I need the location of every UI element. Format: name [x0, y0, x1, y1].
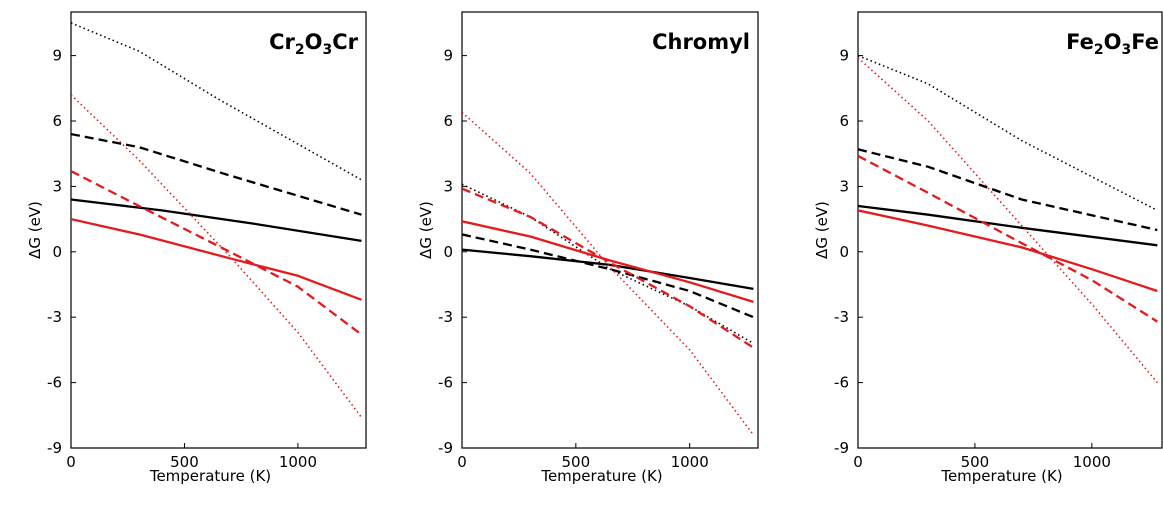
series-line-5 — [462, 187, 755, 349]
y-tick-label: 3 — [839, 177, 849, 195]
plot-frame — [461, 11, 759, 449]
y-tick-label: -9 — [438, 439, 453, 457]
y-tick-label: 0 — [443, 243, 453, 261]
y-tick-label: -3 — [834, 308, 849, 326]
plot-frame — [857, 11, 1163, 449]
x-tick-label: 500 — [961, 453, 990, 471]
series-line-1 — [71, 22, 362, 181]
y-axis-label: ΔG (eV) — [813, 201, 831, 259]
x-axis-label: Temperature (K) — [940, 467, 1062, 485]
y-tick-label: 3 — [52, 177, 62, 195]
x-tick-label: 0 — [66, 453, 76, 471]
y-tick-label: 9 — [443, 47, 453, 65]
y-tick-label: 9 — [839, 47, 849, 65]
y-tick-label: 6 — [839, 112, 849, 130]
y-tick-label: -6 — [834, 374, 849, 392]
y-tick-label: -6 — [438, 374, 453, 392]
chart-panel-3: -9 -6 -3 0 3 6 9 0 500 1000 Temperature (K) ΔG (eV)… — [813, 11, 1163, 485]
panel-title: Fe2O3Fe — [1066, 30, 1159, 58]
x-tick-label: 1000 — [1073, 453, 1111, 471]
panel-title: Chromyl — [652, 30, 750, 54]
x-tick-label: 0 — [853, 453, 863, 471]
x-tick-label: 500 — [170, 453, 199, 471]
series-line-5 — [858, 154, 1158, 323]
title-subscript: 2 — [1094, 42, 1104, 58]
y-tick-label: -3 — [47, 308, 62, 326]
series-line-4 — [858, 57, 1158, 384]
plot-frame — [70, 11, 367, 449]
series-line-3 — [858, 204, 1158, 247]
y-tick-label: -3 — [438, 308, 453, 326]
series-line-4 — [462, 111, 755, 436]
title-subscript: 3 — [322, 42, 332, 58]
title-text: Cr — [332, 30, 358, 54]
series-line-2 — [462, 233, 754, 319]
series-line-6 — [71, 217, 362, 301]
y-tick-label: -9 — [834, 439, 849, 457]
series-line-1 — [462, 183, 754, 345]
panel-title: Cr2O3Cr — [269, 30, 359, 58]
x-tick-label: 1000 — [279, 453, 317, 471]
series-line-3 — [71, 198, 362, 243]
title-subscript: 3 — [1122, 42, 1132, 58]
y-tick-label: -9 — [47, 439, 62, 457]
title-text: Chromyl — [652, 30, 750, 54]
y-tick-label: 6 — [443, 112, 453, 130]
y-tick-label: 6 — [52, 112, 62, 130]
series-line-6 — [858, 209, 1158, 293]
series-line-6 — [462, 220, 754, 303]
series-line-2 — [858, 148, 1158, 232]
y-tick-label: 0 — [52, 243, 62, 261]
series-line-5 — [71, 170, 363, 336]
series-line-2 — [71, 132, 362, 216]
title-text: O — [305, 30, 323, 54]
title-text: Cr — [269, 30, 295, 54]
title-text: Fe — [1131, 30, 1159, 54]
title-text: Fe — [1066, 30, 1094, 54]
y-tick-label: -6 — [47, 374, 62, 392]
x-tick-label: 0 — [457, 453, 467, 471]
title-text: O — [1104, 30, 1122, 54]
series-line-4 — [71, 94, 363, 418]
title-subscript: 2 — [295, 42, 305, 58]
x-tick-label: 500 — [562, 453, 591, 471]
y-tick-label: 3 — [443, 177, 453, 195]
y-tick-label: 0 — [839, 243, 849, 261]
y-tick-label: 9 — [52, 47, 62, 65]
x-tick-label: 1000 — [671, 453, 709, 471]
series-line-3 — [462, 248, 754, 291]
series-line-1 — [858, 54, 1158, 212]
y-axis-label: ΔG (eV) — [26, 201, 44, 259]
x-axis-label: Temperature (K) — [149, 467, 271, 485]
chart-panel-1: -9 -6 -3 0 3 6 9 0 500 1000 Temperature (K) ΔG (eV)… — [26, 11, 367, 485]
chart-panel-2: -9 -6 -3 0 3 6 9 0 500 1000 Temperature (K) ΔG (eV)… — [417, 11, 759, 485]
y-axis-label: ΔG (eV) — [417, 201, 435, 259]
x-axis-label: Temperature (K) — [540, 467, 662, 485]
